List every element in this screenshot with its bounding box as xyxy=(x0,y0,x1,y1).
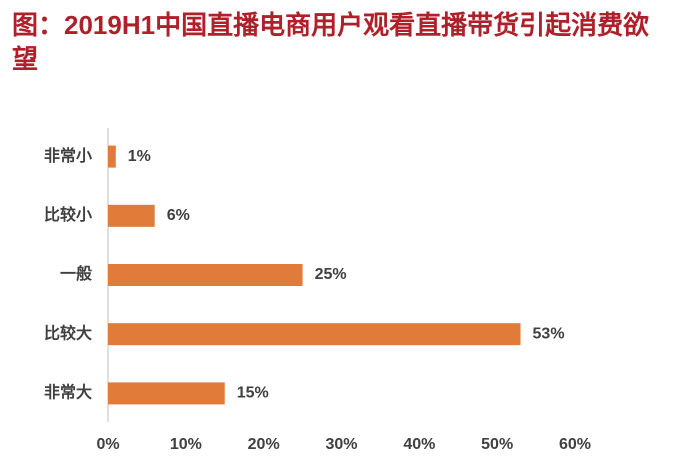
x-tick-label: 60% xyxy=(559,436,591,453)
x-tick-label: 10% xyxy=(170,436,202,453)
y-tick-label: 一般 xyxy=(60,264,92,283)
chart-title: 图：2019H1中国直播电商用户观看直播带货引起消费欲望 xyxy=(12,10,650,74)
y-tick-label: 非常小 xyxy=(44,146,92,165)
x-tick-label: 30% xyxy=(325,436,357,453)
y-tick-label: 非常大 xyxy=(44,383,92,402)
data-label: 1% xyxy=(128,148,151,165)
y-tick-label: 比较小 xyxy=(44,205,92,224)
bar xyxy=(108,323,521,346)
data-label: 6% xyxy=(167,207,190,224)
bar xyxy=(108,382,225,405)
data-label: 15% xyxy=(237,385,269,402)
data-label: 53% xyxy=(533,325,565,342)
bar xyxy=(108,145,116,168)
bar xyxy=(108,204,155,227)
x-tick-label: 50% xyxy=(481,436,513,453)
x-tick-label: 40% xyxy=(403,436,435,453)
data-label: 25% xyxy=(315,266,347,283)
bar xyxy=(108,264,303,286)
x-tick-label: 0% xyxy=(96,436,119,453)
x-tick-label: 20% xyxy=(248,436,280,453)
y-tick-label: 比较大 xyxy=(44,323,92,342)
